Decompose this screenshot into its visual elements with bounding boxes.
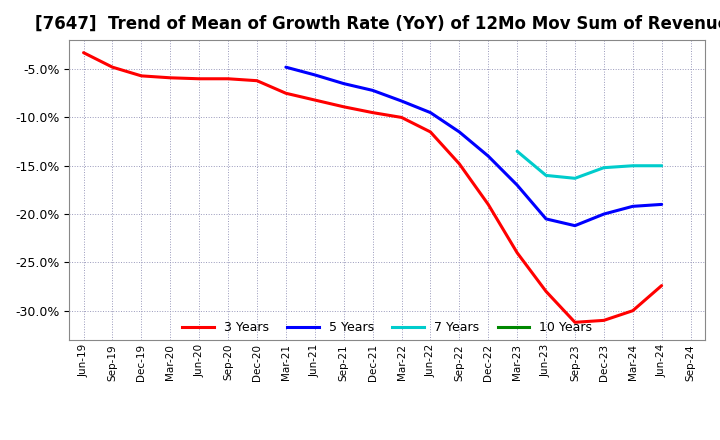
Legend: 3 Years, 5 Years, 7 Years, 10 Years: 3 Years, 5 Years, 7 Years, 10 Years <box>177 316 597 339</box>
Title: [7647]  Trend of Mean of Growth Rate (YoY) of 12Mo Mov Sum of Revenues: [7647] Trend of Mean of Growth Rate (YoY… <box>35 15 720 33</box>
